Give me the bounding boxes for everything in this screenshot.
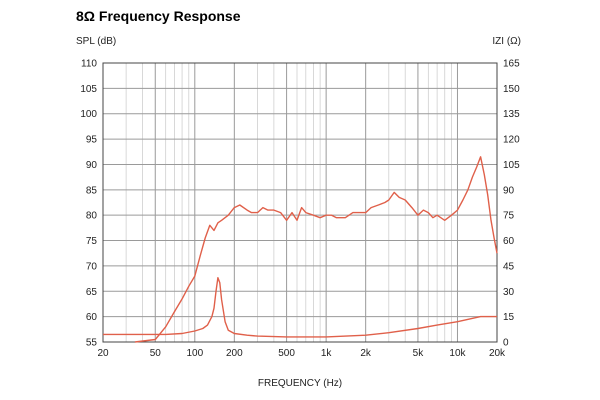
x-tick-label: 100 <box>186 348 203 359</box>
y-axis-right-label: IZI (Ω) <box>492 36 521 47</box>
x-tick-label: 1k <box>321 348 333 359</box>
x-tick-label: 200 <box>226 348 243 359</box>
grid <box>103 63 497 342</box>
y-left-tick-label: 110 <box>81 59 97 70</box>
y-left-tick-label: 105 <box>80 84 97 95</box>
y-right-tick-label: 60 <box>503 236 515 247</box>
x-axis-label: FREQUENCY (Hz) <box>258 378 342 389</box>
y-left-tick-label: 90 <box>86 160 98 171</box>
x-tick-label: 5k <box>413 348 425 359</box>
x-tick-label: 10k <box>449 348 466 359</box>
plot-frame <box>102 62 498 343</box>
y-left-tick-label: 85 <box>86 185 98 196</box>
y-right-tick-label: 45 <box>503 261 515 272</box>
y-right-tick-label: 90 <box>503 185 515 196</box>
y-left-tick-label: 60 <box>86 312 98 323</box>
y-right-tick-label: 15 <box>503 312 515 323</box>
y-axis-left-label: SPL (dB) <box>76 36 116 47</box>
y-left-tick-label: 80 <box>86 211 98 222</box>
y-right-tick-label: 150 <box>503 84 520 95</box>
y-right-tick-label: 165 <box>503 59 520 70</box>
y-left-tick-label: 75 <box>86 236 98 247</box>
x-tick-label: 500 <box>278 348 295 359</box>
y-right-tick-label: 0 <box>503 338 509 349</box>
y-right-tick-label: 120 <box>503 135 520 146</box>
y-right-tick-label: 135 <box>503 109 520 120</box>
spl-line <box>134 156 498 343</box>
x-tick-labels: 20 50 100 200 500 1k 2k 5k 10k 20k <box>97 348 506 359</box>
y-right-tick-label: 75 <box>503 211 515 222</box>
series-lines <box>103 156 498 343</box>
y-left-tick-label: 100 <box>80 109 97 120</box>
y-left-tick-label: 95 <box>86 135 98 146</box>
y-right-tick-label: 105 <box>503 160 520 171</box>
x-tick-label: 2k <box>360 348 372 359</box>
y-left-tick-labels: 110 105 100 95 90 85 80 75 70 65 60 55 <box>80 59 97 349</box>
x-tick-label: 20k <box>489 348 506 359</box>
y-left-tick-label: 70 <box>86 261 98 272</box>
chart-title: 8Ω Frequency Response <box>76 8 241 24</box>
y-right-tick-label: 30 <box>503 287 515 298</box>
x-tick-label: 50 <box>150 348 162 359</box>
impedance-line <box>103 277 497 338</box>
y-left-tick-label: 55 <box>86 338 98 349</box>
y-left-tick-label: 65 <box>86 287 98 298</box>
x-tick-label: 20 <box>97 348 109 359</box>
